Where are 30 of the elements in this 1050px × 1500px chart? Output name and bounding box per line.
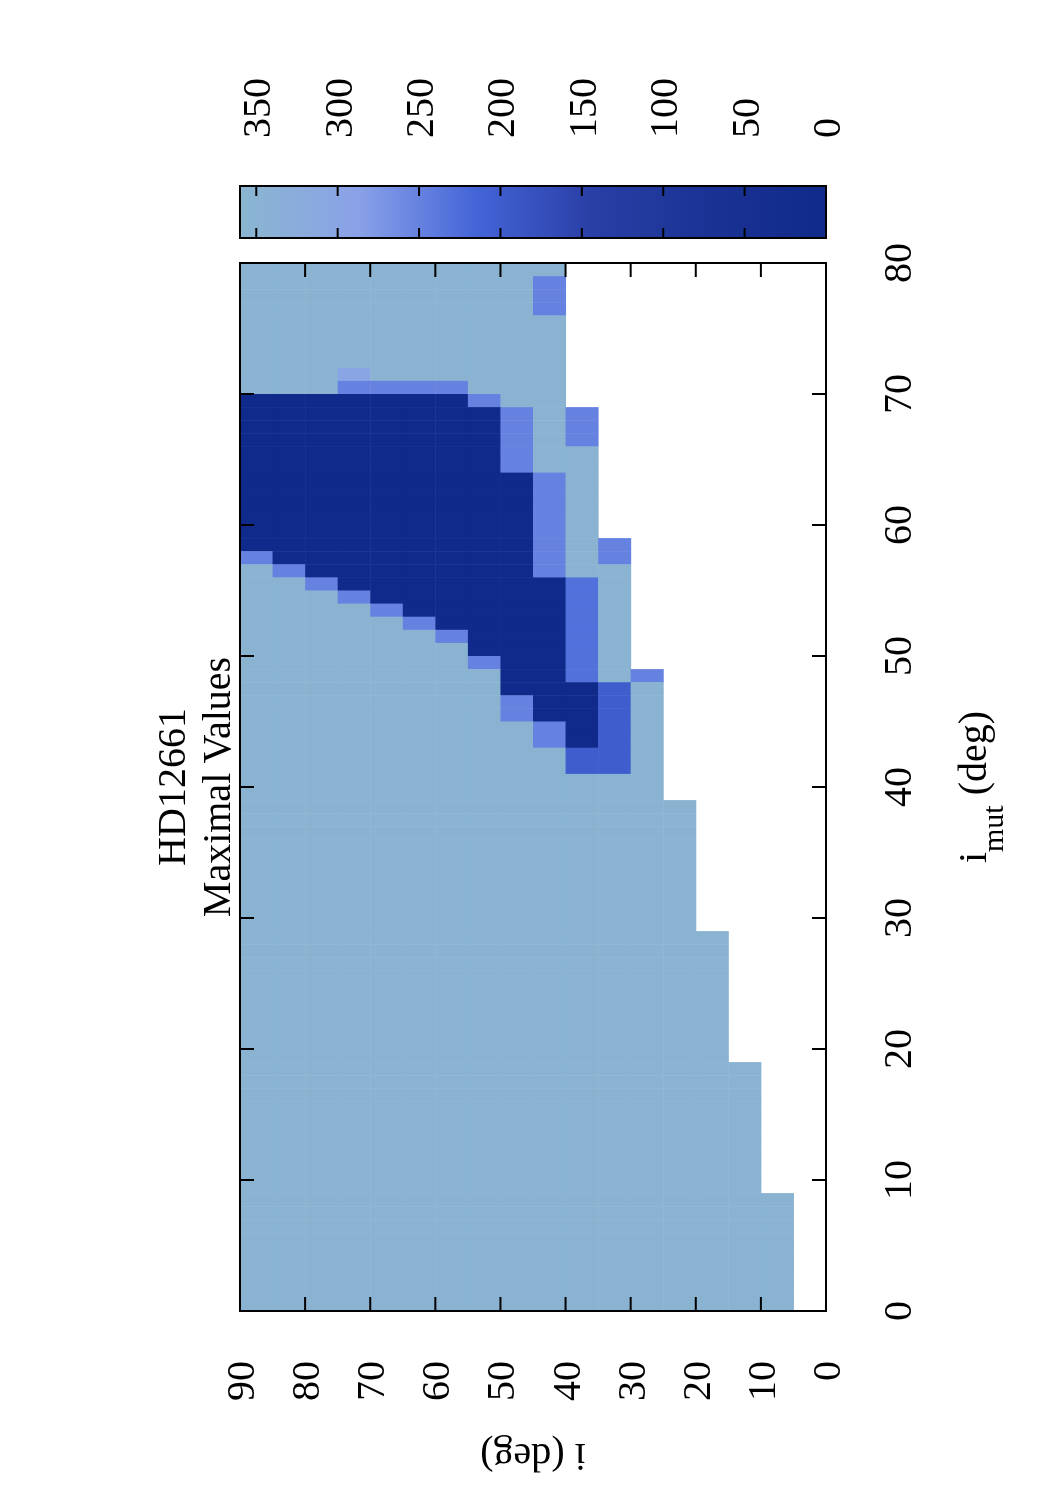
y-tick-label: 20 xyxy=(875,1029,920,1069)
y-tick-label: 40 xyxy=(875,767,920,807)
y-tick-label: 30 xyxy=(875,898,920,938)
color-bar-label: 0 xyxy=(804,118,849,138)
x-axis-title: i (deg) xyxy=(480,1435,586,1480)
x-tick-label: 70 xyxy=(348,1361,394,1401)
color-bar-label: 350 xyxy=(234,78,280,138)
y-tick-label: 0 xyxy=(875,1301,920,1321)
x-tick-label: 20 xyxy=(673,1361,719,1401)
y-tick-label: 60 xyxy=(875,505,920,545)
text: Maximal Values xyxy=(194,656,239,918)
x-tick-label: 0 xyxy=(804,1361,849,1381)
color-bar-label: 150 xyxy=(559,78,605,138)
color-bar-label: 50 xyxy=(722,98,768,138)
x-tick-label: 60 xyxy=(413,1361,459,1401)
color-bar-label: 250 xyxy=(397,78,443,138)
y-tick-label: 80 xyxy=(875,243,920,283)
x-tick-label: 10 xyxy=(738,1361,784,1401)
x-tick-label: 80 xyxy=(283,1361,329,1401)
y-tick-label: 50 xyxy=(875,636,920,676)
x-tick-label: 90 xyxy=(218,1361,263,1401)
text: HD12661 xyxy=(149,708,194,866)
y-tick-label: 10 xyxy=(875,1160,920,1200)
color-bar-label: 300 xyxy=(315,78,361,138)
y-tick-label: 70 xyxy=(875,374,920,414)
color-bar-label: 200 xyxy=(478,78,524,138)
x-tick-label: 30 xyxy=(608,1361,654,1401)
x-tick-label: 40 xyxy=(543,1361,589,1401)
x-tick-label: 50 xyxy=(478,1361,524,1401)
color-bar-label: 100 xyxy=(641,78,687,138)
